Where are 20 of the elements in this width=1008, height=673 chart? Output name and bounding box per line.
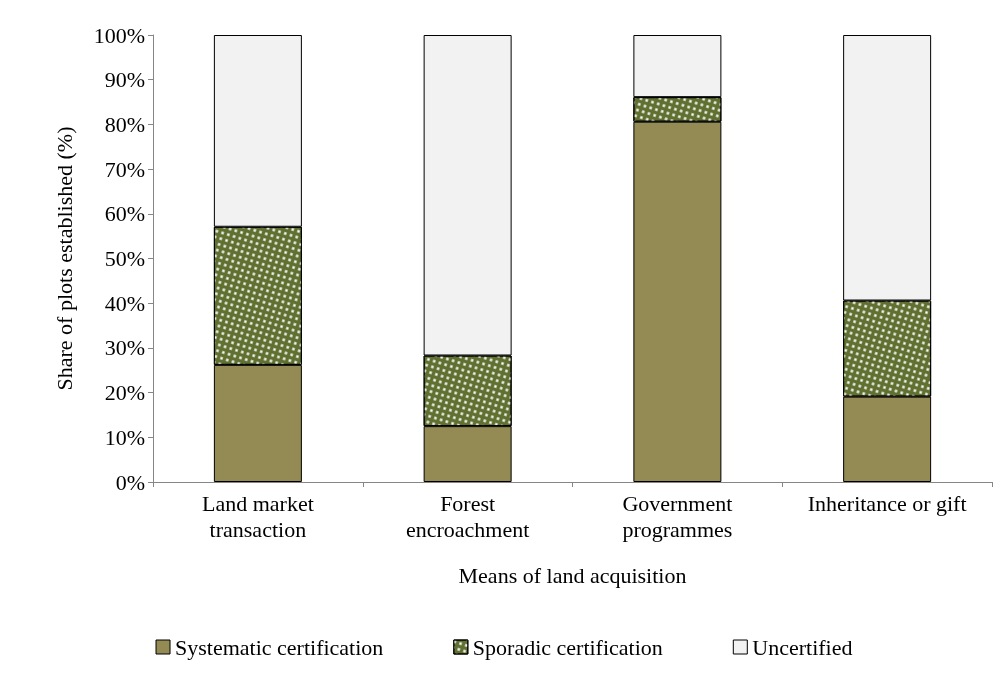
y-tick-label: 40% xyxy=(104,290,145,316)
y-tick-label: 50% xyxy=(104,246,145,271)
y-tick-label: 20% xyxy=(104,380,145,406)
legend-label: Sporadic certification xyxy=(472,634,663,660)
y-tick-label: 60% xyxy=(104,201,145,227)
legend-label: Uncertified xyxy=(752,634,853,660)
x-tick-label: Forest encroachment xyxy=(405,490,530,542)
y-tick-label: 10% xyxy=(104,424,145,450)
y-tick-label: 100% xyxy=(93,22,145,48)
y-tick-label: 0% xyxy=(115,469,145,495)
x-tick-label: Inheritance or gift xyxy=(807,490,967,516)
x-tick-label: Government programmes xyxy=(622,490,733,542)
y-tick-label: 90% xyxy=(104,67,145,93)
y-tick-label: 80% xyxy=(104,111,145,137)
x-axis-title: Means of land acquisition xyxy=(458,562,687,588)
x-tick-label: Land market transaction xyxy=(201,490,314,542)
y-tick-label: 70% xyxy=(104,156,145,182)
y-axis-title: Share of plots established (%) xyxy=(51,126,77,391)
y-tick-label: 30% xyxy=(104,335,145,361)
legend-label: Systematic certification xyxy=(175,634,384,660)
